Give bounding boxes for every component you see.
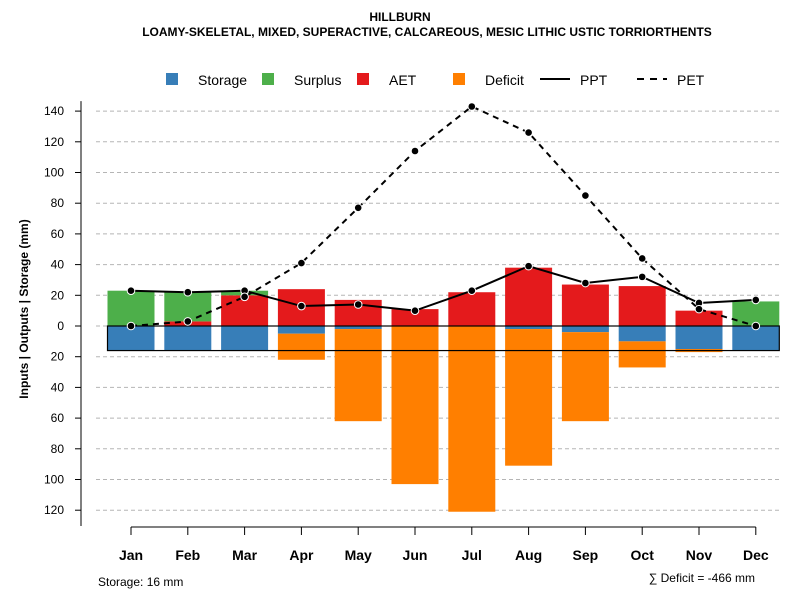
- y-tick-label-9: 40: [51, 380, 65, 394]
- pet-point-jan: [126, 321, 136, 331]
- x-tick-label-feb: Feb: [175, 547, 200, 563]
- storage-bar-nov: [675, 326, 723, 350]
- storage-capacity-outline: [106, 325, 780, 352]
- pet-point-dec: [751, 321, 761, 331]
- y-tick-label-3: 80: [51, 196, 65, 210]
- storage-capacity-box: [106, 325, 780, 352]
- legend-label-pet: PET: [677, 72, 705, 88]
- legend: Storage Surplus AET Deficit PPT PET: [166, 72, 705, 88]
- bars-layer: [107, 267, 780, 512]
- surplus-bar-jan: [107, 290, 155, 326]
- legend-label-ppt: PPT: [580, 72, 608, 88]
- ppt-point-jun: [410, 306, 420, 315]
- chart-title: HILLBURN: [369, 10, 430, 24]
- deficit-bar-jun: [391, 326, 439, 485]
- deficit-bar-aug: [505, 329, 553, 466]
- x-tick-label-may: May: [345, 547, 372, 563]
- ppt-line: [130, 265, 756, 312]
- ppt-point-feb: [183, 287, 193, 297]
- y-tick-label-4: 60: [51, 227, 65, 241]
- legend-label-surplus: Surplus: [294, 72, 341, 88]
- x-tick-label-jun: Jun: [403, 547, 428, 563]
- surplus-bar-feb: [164, 292, 212, 322]
- pet-point-oct: [637, 254, 647, 263]
- legend-label-storage: Storage: [198, 72, 247, 88]
- x-tick-label-apr: Apr: [289, 547, 314, 563]
- aet-bar-sep: [561, 284, 609, 326]
- pet-point-feb: [183, 317, 193, 326]
- ppt-point-dec: [751, 295, 761, 305]
- storage-bar-feb: [164, 326, 212, 351]
- deficit-bar-may: [334, 329, 382, 422]
- aet-bar-oct: [618, 286, 666, 326]
- y-tick-label-6: 20: [51, 288, 65, 302]
- x-tick-label-oct: Oct: [631, 547, 655, 563]
- storage-bar-apr: [277, 326, 325, 334]
- y-tick-label-8: 20: [51, 350, 65, 364]
- x-tick-label-jan: Jan: [119, 547, 143, 563]
- aet-bar-nov: [675, 310, 723, 326]
- legend-swatch-deficit: [453, 73, 465, 85]
- deficit-bar-jul: [448, 326, 496, 512]
- pet-point-may: [353, 203, 363, 213]
- y-tick-label-10: 60: [51, 411, 65, 425]
- y-tick-label-5: 40: [51, 258, 65, 272]
- deficit-bar-sep: [561, 332, 609, 422]
- pet-point-jul: [467, 102, 477, 111]
- axes: 140 120 100 80 60 40 20 0 20 40 60 80 100 120 Jan Feb Ma…: [44, 101, 769, 563]
- lines-layer: [126, 102, 761, 331]
- legend-swatch-aet: [357, 73, 369, 85]
- storage-bar-sep: [561, 326, 609, 333]
- deficit-bar-apr: [277, 333, 325, 360]
- chart-subtitle: LOAMY-SKELETAL, MIXED, SUPERACTIVE, CALC…: [142, 25, 712, 39]
- ppt-point-sep: [581, 278, 590, 288]
- aet-bar-jun: [391, 309, 439, 326]
- legend-label-deficit: Deficit: [485, 72, 524, 88]
- y-tick-label-13: 120: [44, 503, 64, 517]
- pet-line: [130, 105, 757, 327]
- deficit-bar-oct: [618, 341, 666, 368]
- ppt-point-oct: [637, 272, 647, 282]
- legend-label-aet: AET: [389, 72, 417, 88]
- aet-bar-aug: [505, 267, 553, 326]
- ppt-point-jan: [126, 286, 136, 295]
- storage-bar-may: [334, 326, 382, 330]
- x-tick-label-sep: Sep: [573, 547, 599, 563]
- legend-swatch-storage: [166, 73, 178, 85]
- ppt-point-aug: [524, 261, 533, 271]
- y-tick-label-2: 100: [44, 166, 64, 180]
- x-tick-label-jul: Jul: [462, 547, 482, 563]
- pet-point-aug: [524, 128, 533, 137]
- pet-point-mar: [240, 292, 249, 302]
- y-tick-label-7: 0: [57, 319, 64, 333]
- pet-point-sep: [581, 191, 590, 200]
- y-tick-label-12: 100: [44, 473, 64, 487]
- deficit-total: ∑ Deficit = -466 mm: [649, 571, 755, 585]
- y-tick-label-1: 120: [44, 135, 64, 149]
- x-tick-label-mar: Mar: [232, 547, 257, 563]
- y-axis-label: Inputs | Outputs | Storage (mm): [17, 219, 31, 398]
- x-tick-label-nov: Nov: [686, 547, 713, 563]
- ppt-point-jul: [467, 286, 477, 295]
- ppt-point-may: [353, 300, 363, 309]
- storage-bar-mar: [221, 326, 269, 351]
- storage-bar-oct: [618, 326, 666, 342]
- pet-point-nov: [694, 304, 704, 314]
- storage-footnote: Storage: 16 mm: [98, 575, 183, 589]
- y-tick-label-0: 140: [44, 104, 64, 118]
- gridlines: [96, 110, 780, 511]
- pet-point-apr: [297, 258, 306, 268]
- aet-bar-jul: [448, 292, 496, 326]
- x-tick-label-aug: Aug: [515, 547, 542, 563]
- ppt-point-apr: [297, 301, 306, 311]
- pet-point-jun: [410, 146, 420, 156]
- legend-swatch-surplus: [262, 73, 274, 85]
- y-tick-label-11: 80: [51, 442, 65, 456]
- storage-bar-aug: [505, 326, 553, 330]
- x-tick-label-dec: Dec: [743, 547, 769, 563]
